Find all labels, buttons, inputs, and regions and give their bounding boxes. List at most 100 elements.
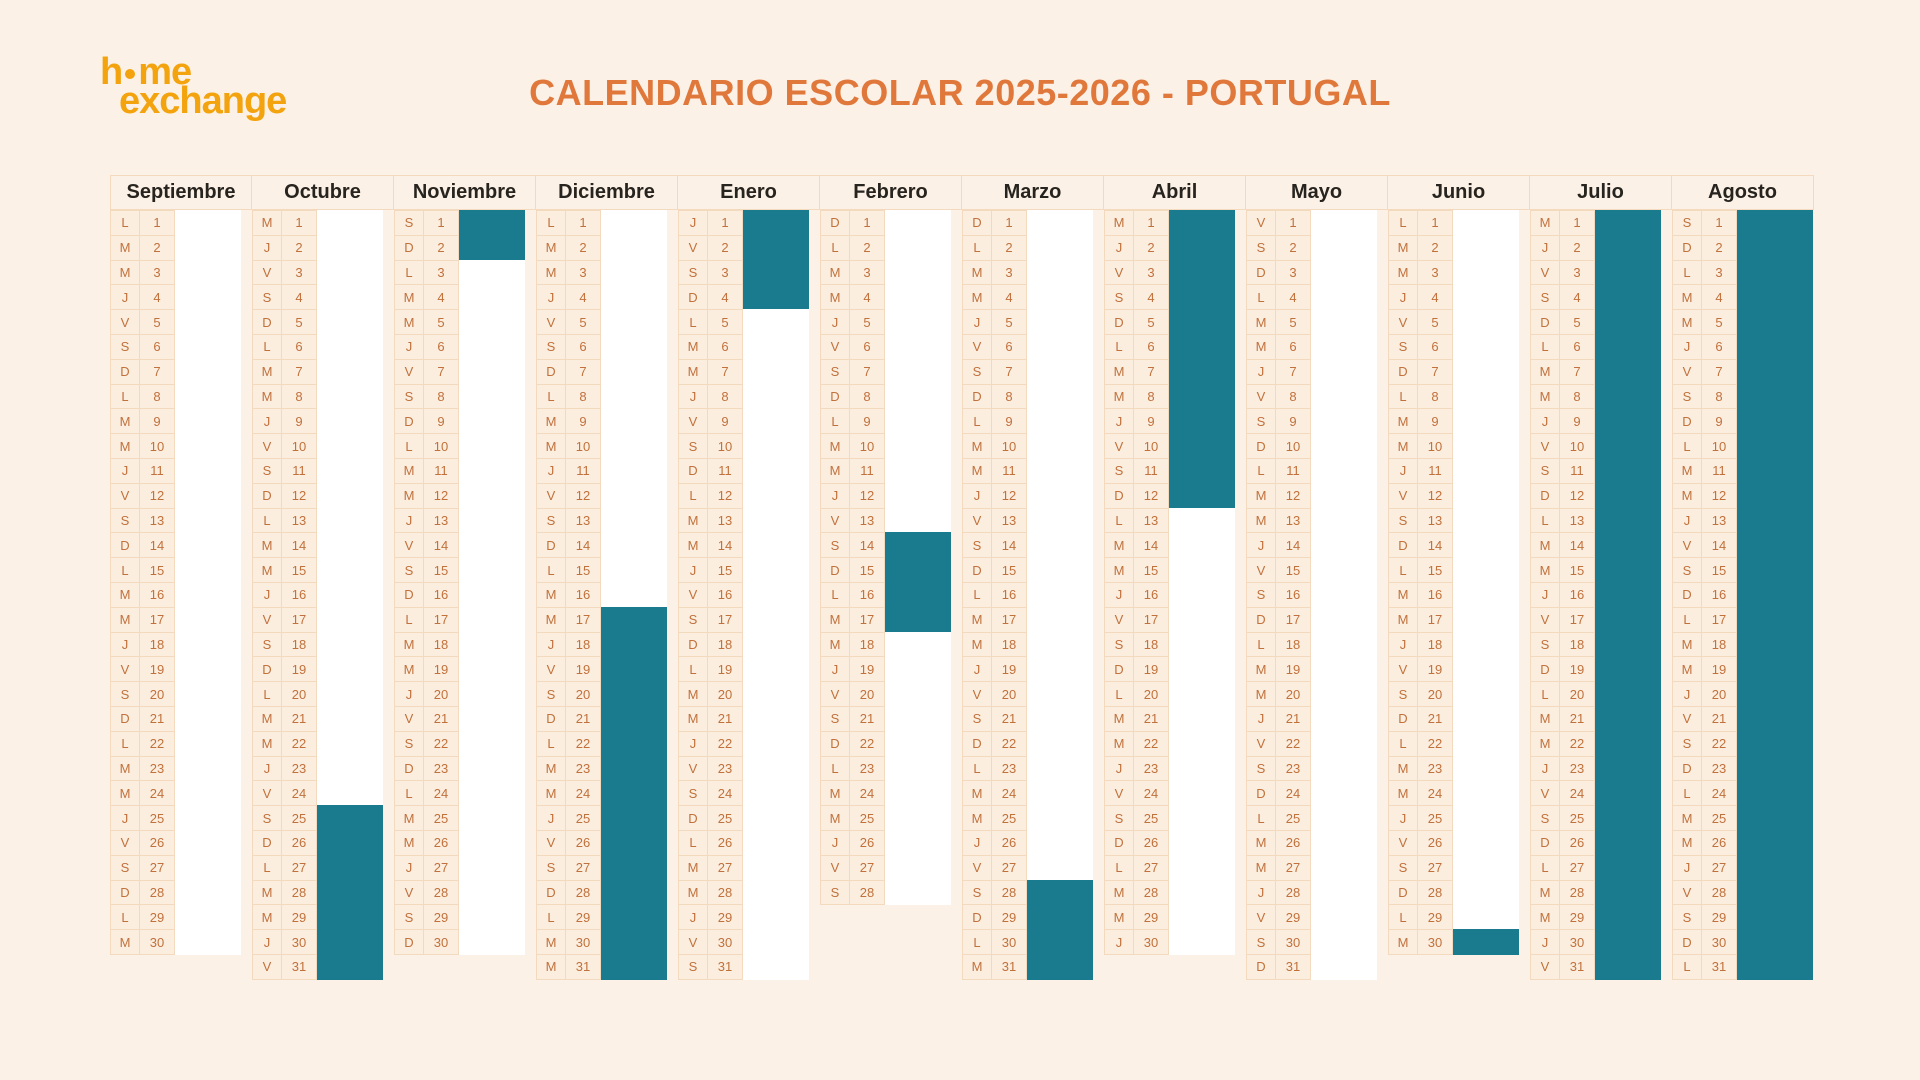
day-letter-cell: M [1104,358,1134,385]
day-number-cell: 16 [281,581,317,608]
day-row: M 13 [678,507,820,534]
month-header: Diciembre [535,175,678,210]
day-highlight [601,234,667,261]
day-highlight [459,309,525,335]
day-number-cell: 19 [565,656,601,683]
day-row: M 22 [252,730,394,757]
holiday-highlight [1595,705,1661,732]
day-number-cell: 23 [139,755,175,782]
day-letter-cell: M [1530,210,1560,236]
day-highlight [1311,433,1377,459]
holiday-highlight [601,656,667,683]
day-letter-cell: M [962,259,992,286]
day-highlight [885,631,951,658]
day-highlight [459,259,525,286]
day-highlight [1311,259,1377,286]
day-highlight [1453,507,1519,534]
logo-line-home: h me [100,51,192,93]
holiday-highlight [1595,730,1661,757]
day-row: M 21 [1530,705,1672,732]
day-letter-cell: L [110,210,140,236]
day-number-cell: 16 [1559,581,1595,608]
day-number-cell: 20 [139,681,175,707]
day-letter-cell: V [1672,705,1702,732]
day-number-cell: 6 [1275,333,1311,360]
day-letter-cell: M [1672,309,1702,335]
day-highlight [317,408,383,435]
day-highlight [1311,408,1377,435]
day-letter-cell: M [1104,532,1134,559]
day-number-cell: 21 [991,705,1027,732]
day-letter-cell: L [1530,507,1560,534]
day-number-cell: 11 [707,457,743,484]
day-highlight [1027,829,1093,856]
day-letter-cell: L [1530,681,1560,707]
day-letter-cell: S [394,730,424,757]
day-letter-cell: V [1104,259,1134,286]
day-number-cell: 29 [423,904,459,931]
day-letter-cell: L [1672,259,1702,286]
day-letter-cell: L [394,433,424,459]
day-letter-cell: J [1530,581,1560,608]
day-row: D 28 [536,879,678,906]
day-number-cell: 10 [1133,433,1169,459]
day-letter-cell: M [1388,433,1418,459]
day-letter-cell: M [820,780,850,807]
holiday-highlight [1595,333,1661,360]
day-number-cell: 10 [1417,433,1453,459]
day-row: J 27 [394,854,536,881]
day-number-cell: 17 [991,606,1027,633]
day-number-cell: 28 [1701,879,1737,906]
day-number-cell: 25 [1701,805,1737,831]
day-row: S 15 [394,557,536,583]
month-header: Noviembre [393,175,536,210]
day-letter-cell: L [536,210,566,236]
day-letter-cell: S [820,879,850,906]
day-number-cell: 21 [1275,705,1311,732]
day-number-cell: 9 [281,408,317,435]
day-number-cell: 15 [849,557,885,583]
day-letter-cell: D [252,309,282,335]
day-letter-cell: L [536,557,566,583]
day-row: S 20 [110,681,252,707]
day-row: D 28 [110,879,252,906]
day-number-cell: 6 [423,333,459,360]
day-number-cell: 23 [423,755,459,782]
homeexchange-logo: h me exchange [100,51,287,120]
day-letter-cell: V [1672,532,1702,559]
day-letter-cell: J [820,482,850,509]
day-number-cell: 12 [565,482,601,509]
day-highlight [1453,309,1519,335]
day-letter-cell: M [1388,606,1418,633]
day-highlight [885,705,951,732]
holiday-highlight [601,730,667,757]
day-letter-cell: J [678,383,708,410]
holiday-highlight [1737,755,1813,782]
day-number-cell: 19 [849,656,885,683]
day-number-cell: 8 [423,383,459,410]
day-highlight [743,457,809,484]
holiday-highlight [1737,805,1813,831]
day-letter-cell: V [110,482,140,509]
day-number-cell: 25 [281,805,317,831]
day-letter-cell: J [394,681,424,707]
day-letter-cell: S [1388,854,1418,881]
day-number-cell: 21 [1133,705,1169,732]
day-letter-cell: S [1104,805,1134,831]
day-letter-cell: D [962,557,992,583]
day-letter-cell: M [962,953,992,980]
day-highlight [1027,557,1093,583]
day-highlight [601,482,667,509]
day-highlight [1311,482,1377,509]
day-highlight [743,656,809,683]
day-letter-cell: M [1246,507,1276,534]
holiday-highlight [1737,829,1813,856]
day-number-cell: 17 [281,606,317,633]
day-letter-cell: J [536,284,566,311]
